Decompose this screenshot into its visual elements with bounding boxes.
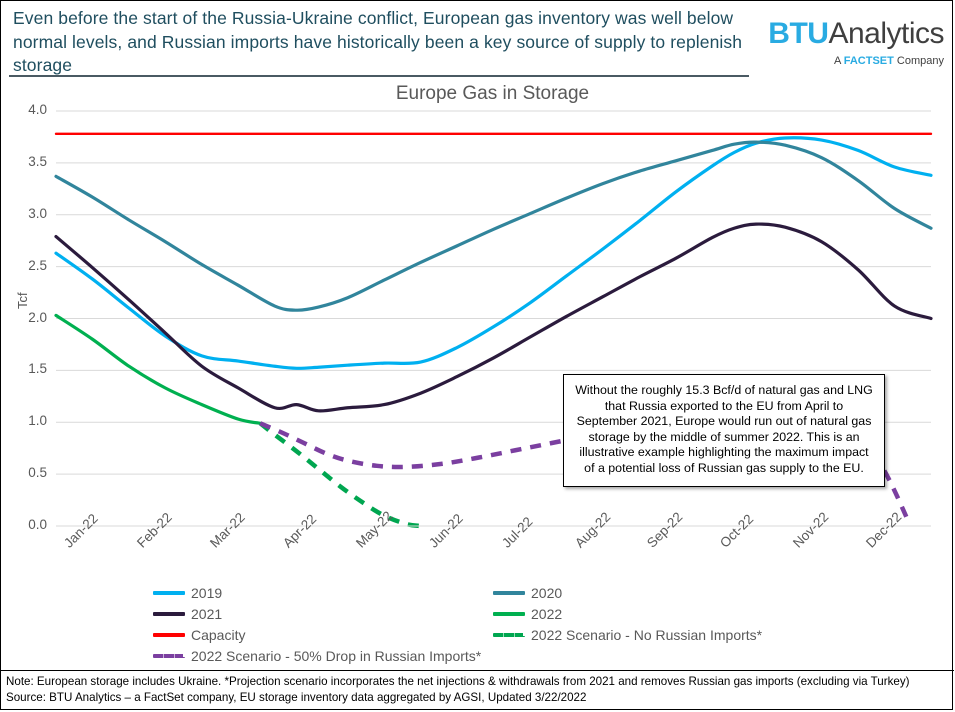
y-tick-label: 2.5: [28, 257, 47, 273]
legend-label: 2021: [191, 606, 223, 622]
legend-item[interactable]: 2022: [493, 606, 562, 622]
legend-swatch-solid-line-icon: [493, 591, 525, 595]
legend-label: 2022 Scenario - 50% Drop in Russian Impo…: [191, 648, 482, 664]
legend-item[interactable]: 2021: [153, 606, 222, 622]
y-tick-label: 1.5: [28, 361, 47, 377]
legend-swatch-solid-line-icon: [153, 591, 185, 595]
btu-analytics-logo: BTUAnalytics A FACTSET Company: [768, 19, 944, 67]
y-tick-label: 2.0: [28, 309, 47, 325]
y-tick-label: 3.5: [28, 153, 47, 169]
logo-analytics-text: Analytics: [828, 17, 944, 50]
logo-tagline-prefix: A: [833, 55, 844, 67]
legend-item[interactable]: Capacity: [153, 627, 245, 643]
header-divider: [9, 75, 749, 77]
series-line-2020: [54, 140, 933, 312]
chart-title: Europe Gas in Storage: [395, 83, 590, 104]
series-line-2022: [54, 313, 262, 425]
legend-swatch-dashed-line-icon: [493, 633, 525, 637]
y-tick-label: 1.0: [28, 413, 47, 429]
legend-label: 2019: [191, 585, 223, 601]
legend-item[interactable]: 2022 Scenario - No Russian Imports*: [493, 627, 762, 643]
legend-swatch-solid-line-icon: [153, 633, 185, 637]
logo-tagline: A FACTSET Company: [768, 56, 944, 67]
chart-plot: [54, 110, 933, 529]
series-line-2021: [54, 222, 933, 413]
slide-header: Even before the start of the Russia-Ukra…: [1, 1, 954, 81]
annotation-text: Without the roughly 15.3 Bcf/d of natura…: [575, 383, 873, 475]
chart-area: Europe Gas in Storage Tcf 0.0 0.5 1.0 1.5 2.…: [1, 81, 954, 581]
series-line-2022-scenario-50-drop-in-russian-imports: [259, 407, 912, 524]
series-line-2022-scenario-no-russian-imports: [258, 421, 421, 529]
y-tick-label: 3.0: [28, 205, 47, 221]
y-tick-label: 0.0: [28, 517, 47, 532]
footnotes: Note: European storage includes Ukraine.…: [1, 670, 954, 709]
chart-legend: 2019 2020 2021 2022 Capacity 2022 Scenario - …: [1, 581, 954, 664]
logo-wordmark: BTUAnalytics: [768, 19, 944, 49]
source-line: Source: BTU Analytics – a FactSet compan…: [6, 690, 587, 704]
y-tick-label: 0.5: [28, 465, 47, 481]
legend-label: 2022 Scenario - No Russian Imports*: [531, 627, 763, 643]
logo-tagline-suffix: Company: [893, 55, 944, 67]
legend-item[interactable]: 2019: [153, 585, 222, 601]
legend-label: 2020: [531, 585, 563, 601]
legend-swatch-dashed-line-icon: [153, 654, 185, 658]
annotation-callout: Without the roughly 15.3 Bcf/d of natura…: [563, 374, 885, 487]
legend-swatch-solid-line-icon: [493, 612, 525, 616]
logo-btu-text: BTU: [768, 17, 829, 50]
legend-swatch-solid-line-icon: [153, 612, 185, 616]
legend-item[interactable]: 2020: [493, 585, 562, 601]
note-line: Note: European storage includes Ukraine.…: [6, 675, 910, 688]
legend-label: Capacity: [191, 627, 246, 643]
legend-label: 2022: [531, 606, 563, 622]
y-tick-label: 4.0: [28, 102, 47, 117]
legend-item[interactable]: 2022 Scenario - 50% Drop in Russian Impo…: [153, 648, 481, 664]
headline-text: Even before the start of the Russia-Ukra…: [13, 8, 743, 75]
logo-factset-text: FACTSET: [843, 55, 894, 67]
series-line-2019: [54, 136, 933, 370]
